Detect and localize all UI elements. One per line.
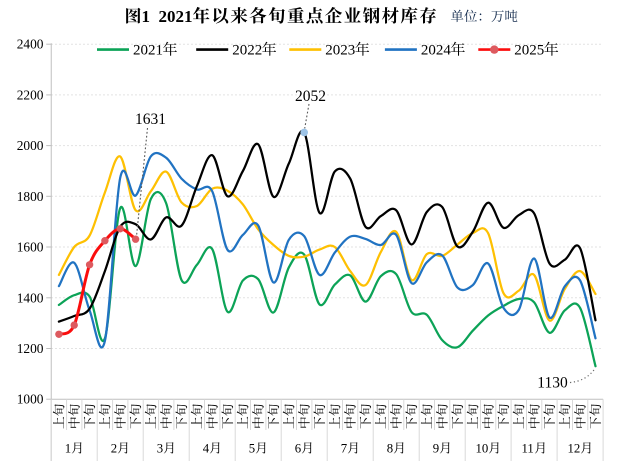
svg-text:2025: 2025 bbox=[514, 43, 544, 59]
svg-text:10: 10 bbox=[476, 442, 489, 456]
svg-text:7: 7 bbox=[341, 442, 348, 456]
svg-text:1400: 1400 bbox=[17, 290, 44, 305]
svg-text:2024: 2024 bbox=[421, 43, 452, 59]
svg-text:1130: 1130 bbox=[537, 375, 568, 392]
svg-text:2022: 2022 bbox=[232, 43, 262, 59]
svg-text:9: 9 bbox=[433, 442, 439, 456]
svg-text:1631: 1631 bbox=[135, 111, 166, 128]
svg-text:1: 1 bbox=[65, 442, 71, 456]
svg-text:2: 2 bbox=[111, 442, 117, 456]
svg-text:4: 4 bbox=[203, 442, 210, 456]
svg-text:2021: 2021 bbox=[159, 7, 193, 26]
svg-text:2400: 2400 bbox=[17, 37, 44, 52]
svg-text:8: 8 bbox=[387, 442, 393, 456]
svg-text:2052: 2052 bbox=[295, 88, 326, 105]
svg-text:2200: 2200 bbox=[17, 87, 44, 102]
svg-text:1600: 1600 bbox=[17, 240, 44, 255]
svg-text:12: 12 bbox=[568, 442, 581, 456]
svg-text:3: 3 bbox=[157, 442, 163, 456]
svg-text:11: 11 bbox=[522, 442, 534, 456]
svg-text:1800: 1800 bbox=[17, 189, 44, 204]
svg-text:6: 6 bbox=[295, 442, 302, 456]
svg-text:2021: 2021 bbox=[133, 43, 163, 59]
svg-text:2023: 2023 bbox=[325, 43, 355, 59]
svg-text:1000: 1000 bbox=[17, 392, 44, 407]
svg-text:2000: 2000 bbox=[17, 138, 44, 153]
svg-text:5: 5 bbox=[249, 442, 255, 456]
svg-text:1200: 1200 bbox=[17, 341, 44, 356]
svg-text:1: 1 bbox=[142, 7, 151, 26]
